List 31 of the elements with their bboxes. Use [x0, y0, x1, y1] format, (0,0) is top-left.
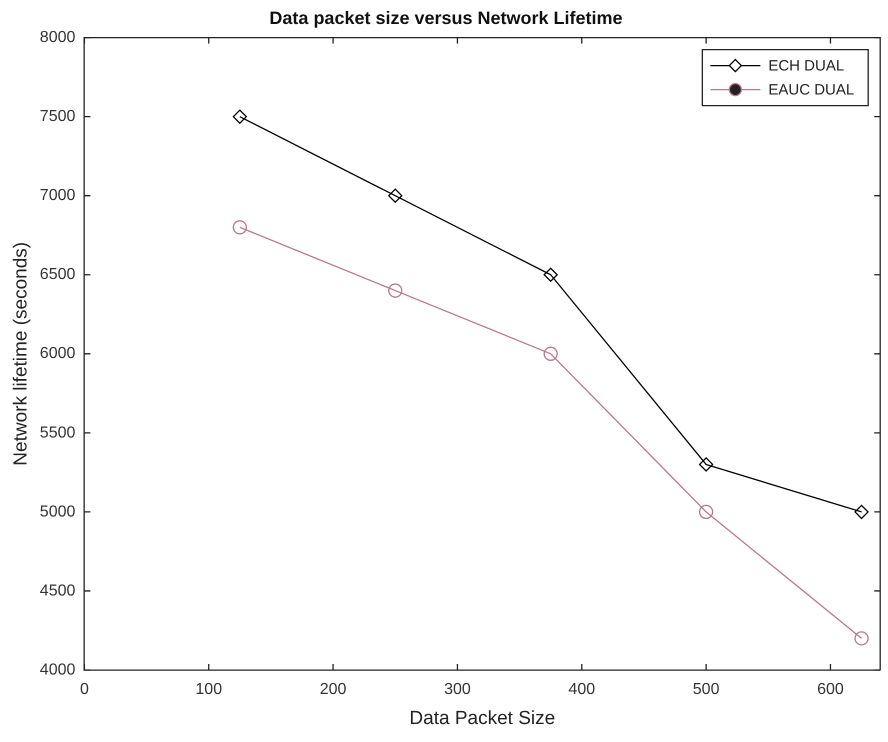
x-tick-label: 500	[692, 681, 720, 698]
y-tick-label: 6000	[40, 345, 76, 362]
y-tick-label: 5000	[40, 503, 76, 520]
point	[698, 504, 714, 520]
legend-label: ECH DUAL	[768, 58, 844, 75]
y-tick-label: 4500	[40, 582, 76, 600]
chart-title: Data packet size versus Network Lifetime	[269, 8, 623, 28]
y-tick-label: 4000	[40, 661, 76, 678]
point	[854, 631, 869, 646]
x-tick-label: 600	[817, 681, 844, 698]
y-axis-title: Network lifetime (seconds)	[10, 242, 32, 466]
x-tick-label: 0	[80, 681, 89, 698]
x-tick-label: 400	[568, 681, 596, 698]
x-axis-title: Data Packet Size	[409, 708, 556, 729]
point	[544, 346, 558, 361]
point	[698, 457, 714, 472]
point	[854, 504, 869, 520]
y-tick-label: 7000	[40, 187, 76, 204]
point	[388, 188, 402, 203]
point	[232, 220, 247, 234]
y-tick-label: 8000	[40, 29, 76, 46]
x-tick-label: 100	[195, 681, 222, 698]
x-tick-label: 200	[320, 681, 347, 698]
y-tick-label: 6500	[40, 266, 76, 284]
point	[388, 283, 402, 298]
y-tick-label: 5500	[40, 424, 76, 442]
x-tick-label: 300	[444, 681, 471, 698]
point	[544, 268, 558, 282]
point	[232, 110, 247, 124]
legend-label: EAUC DUAL	[768, 82, 854, 99]
y-tick-label: 7500	[40, 108, 76, 126]
